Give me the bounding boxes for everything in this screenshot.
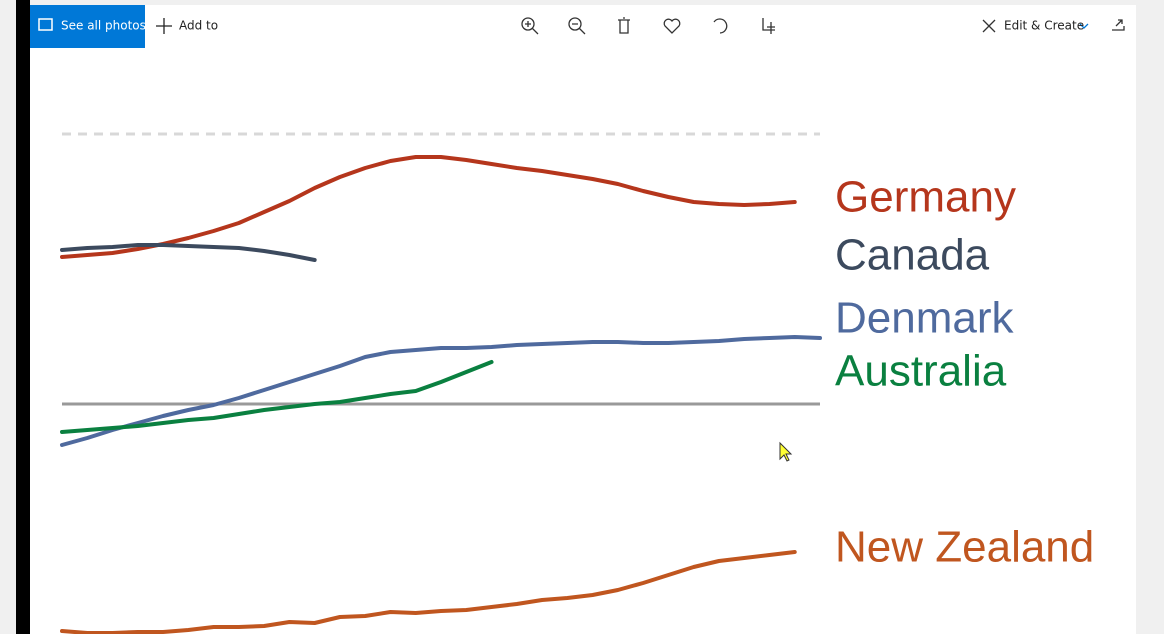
toolbar-icons[interactable] [521, 17, 1125, 35]
series-line [60, 243, 317, 262]
series-line [60, 550, 797, 634]
photo-icon [38, 18, 53, 31]
series-label: Canada [835, 231, 990, 280]
see-all-label[interactable]: See all photos [61, 19, 146, 33]
viewer [30, 5, 1136, 634]
series-line [60, 335, 822, 447]
add-icon [156, 18, 172, 34]
series-label: Denmark [835, 294, 1014, 343]
edit-create[interactable]: Edit & Create [1004, 19, 1084, 33]
series-label: Germany [835, 173, 1016, 222]
see-all-button[interactable] [30, 5, 145, 48]
series-line [60, 360, 494, 434]
cursor [779, 441, 793, 462]
series-label: Australia [835, 347, 1007, 396]
add-to[interactable]: Add to [179, 19, 218, 33]
left-edge [16, 0, 30, 634]
series-line [60, 155, 797, 259]
series-label: New Zealand [835, 523, 1094, 572]
